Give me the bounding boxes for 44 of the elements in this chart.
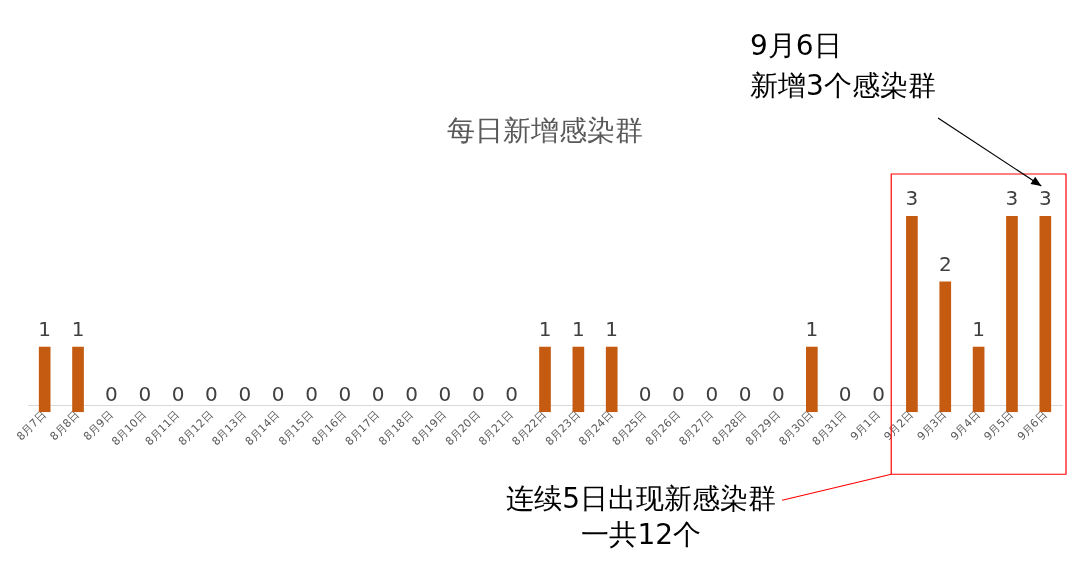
x-tick-label: 9月3日	[914, 408, 950, 444]
data-label: 0	[405, 382, 418, 407]
text: 连续5日出现新感染群	[506, 481, 777, 515]
data-label: 1	[972, 317, 985, 342]
x-tick-label: 9月5日	[981, 408, 1017, 444]
x-tick-label: 8月7日	[14, 408, 49, 444]
data-label: 0	[438, 382, 452, 407]
x-tick-label: 9月6日	[1014, 408, 1050, 444]
x-tick-label: 9月4日	[948, 408, 983, 444]
data-label: 0	[371, 382, 385, 407]
data-label: 0	[305, 382, 318, 407]
x-tick-label: 9月2日	[881, 408, 917, 444]
data-label: 0	[271, 382, 285, 407]
data-label: 0	[338, 382, 352, 407]
data-label: 1	[71, 317, 85, 342]
data-label: 0	[638, 382, 652, 407]
data-label: 0	[505, 382, 519, 407]
data-label: 1	[605, 317, 619, 342]
data-label: 3	[1038, 186, 1052, 211]
data-label: 0	[872, 382, 885, 407]
text: 9月6日	[750, 29, 842, 63]
data-label: 0	[672, 382, 685, 407]
data-label: 3	[1005, 186, 1019, 211]
data-label: 0	[772, 382, 785, 407]
data-label: 0	[738, 382, 752, 407]
data-label: 0	[205, 382, 218, 407]
x-tick-label: 9月1日	[848, 408, 883, 444]
data-label: 0	[138, 382, 152, 407]
data-label: 0	[838, 382, 852, 407]
data-label: 1	[571, 317, 585, 342]
data-label: 0	[471, 382, 485, 407]
data-label: 2	[938, 251, 952, 276]
data-label: 1	[38, 317, 52, 342]
text: 一共12个	[581, 517, 702, 551]
data-label: 3	[905, 186, 919, 211]
data-label: 0	[105, 382, 118, 407]
data-label: 1	[538, 317, 552, 342]
text: 新增3个感染群	[750, 69, 936, 103]
x-tick-label: 8月8日	[47, 408, 83, 444]
data-label: 0	[705, 382, 719, 407]
chart-title: 每日新增感染群	[447, 114, 643, 148]
data-label: 1	[805, 317, 819, 342]
data-label: 0	[238, 382, 252, 407]
data-label: 0	[171, 382, 185, 407]
